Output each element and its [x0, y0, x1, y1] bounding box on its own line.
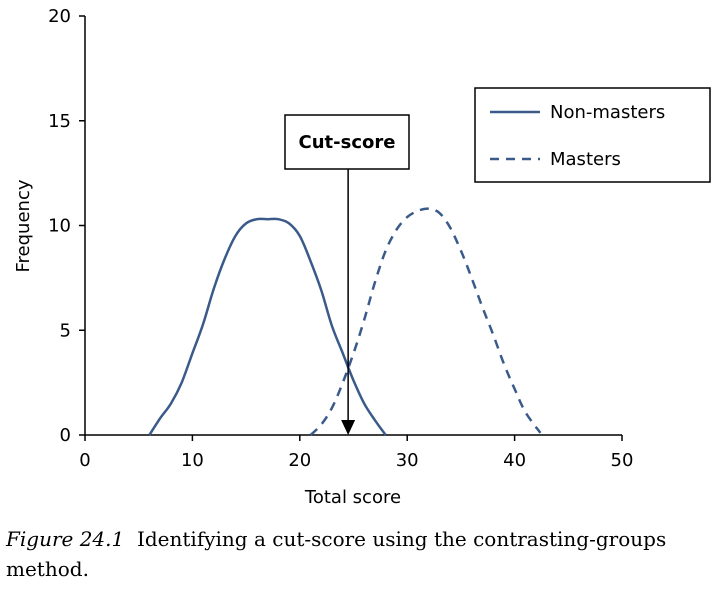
series-line-non-masters — [148, 217, 387, 436]
series-layer — [148, 207, 542, 436]
x-tick-label: 20 — [288, 450, 311, 471]
figure-caption-text: Identifying a cut-score using the contra… — [6, 527, 667, 581]
x-tick-label: 30 — [396, 450, 419, 471]
y-tick-label: 20 — [48, 6, 71, 27]
series-line-masters — [309, 207, 542, 436]
x-axis-title: Total score — [304, 487, 401, 508]
y-tick-label: 10 — [48, 216, 71, 237]
y-tick-label: 0 — [60, 425, 71, 446]
y-tick-label: 5 — [60, 320, 71, 341]
cut-score-label: Cut-score — [299, 132, 396, 153]
legend-label-masters: Masters — [550, 149, 621, 170]
legend: Non-masters Masters — [474, 87, 711, 183]
cut-score-arrowhead — [341, 420, 356, 435]
x-tick-label: 10 — [181, 450, 204, 471]
figure-label: Figure 24.1 — [6, 527, 125, 551]
x-tick-label: 50 — [611, 450, 634, 471]
ticks: 0 10 20 30 40 50 0 5 10 15 20 — [48, 6, 633, 471]
cut-score-annotation: Cut-score — [284, 114, 410, 435]
chart: 0 10 20 30 40 50 0 5 10 15 20 Total score Frequenc… — [13, 6, 711, 508]
figure-caption: Figure 24.1 Identifying a cut-score usin… — [6, 524, 706, 584]
axes — [84, 16, 622, 436]
legend-label-non-masters: Non-masters — [550, 102, 665, 123]
y-tick-label: 15 — [48, 111, 71, 132]
legend-box — [474, 87, 711, 183]
x-tick-label: 40 — [503, 450, 526, 471]
x-tick-label: 0 — [79, 450, 90, 471]
cut-score-box — [284, 114, 410, 170]
y-axis-title: Frequency — [13, 179, 34, 272]
